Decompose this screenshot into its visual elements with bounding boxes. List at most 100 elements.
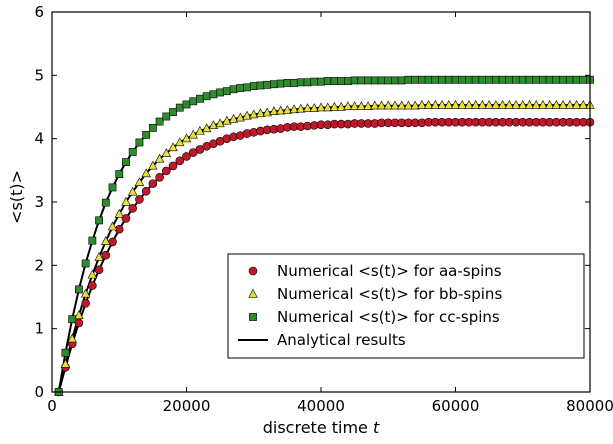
data-point: [74, 310, 84, 319]
data-point: [209, 90, 218, 99]
data-point: [81, 259, 90, 268]
data-point: [148, 160, 158, 170]
legend-marker-triangle: [248, 288, 258, 298]
data-point: [438, 75, 446, 84]
data-point: [195, 125, 205, 135]
data-point: [343, 77, 352, 85]
data-point: [202, 92, 211, 101]
data-point: [108, 183, 117, 192]
data-point: [512, 75, 520, 84]
data-point: [364, 76, 372, 85]
data-point: [228, 113, 239, 123]
data-point: [477, 99, 488, 109]
data-point: [127, 186, 138, 196]
data-point: [397, 76, 406, 85]
data-point: [558, 99, 568, 109]
data-point: [101, 250, 111, 260]
data-point: [336, 101, 346, 111]
x-tick-label: 0: [47, 397, 57, 415]
data-point: [270, 80, 278, 89]
data-point: [532, 75, 541, 84]
data-point: [376, 100, 387, 110]
data-point: [410, 100, 420, 110]
y-tick-label: 3: [34, 193, 44, 211]
legend: Numerical <s(t)> for aa-spins Numerical <…: [227, 253, 585, 359]
x-tick-label: 40000: [297, 397, 345, 415]
data-point: [539, 75, 547, 84]
data-point: [128, 148, 137, 156]
data-point: [75, 285, 83, 294]
data-point: [396, 100, 407, 110]
data-point: [391, 76, 399, 85]
data-point: [565, 75, 574, 84]
data-point: [484, 99, 494, 109]
data-point: [370, 100, 380, 110]
data-point: [290, 79, 298, 87]
data-point: [323, 102, 333, 112]
data-point: [81, 299, 90, 308]
x-tick-label: 60000: [432, 397, 480, 415]
data-point: [296, 103, 306, 113]
data-point: [417, 75, 426, 84]
data-point: [451, 75, 460, 84]
data-point: [141, 168, 151, 178]
data-point: [504, 99, 515, 109]
data-point: [559, 75, 567, 84]
data-point: [430, 99, 441, 109]
data-point: [317, 77, 325, 86]
data-point: [531, 99, 541, 109]
data-point: [275, 105, 286, 115]
data-point: [450, 99, 461, 109]
data-point: [303, 78, 312, 87]
data-point: [330, 77, 339, 85]
data-point: [545, 75, 554, 84]
data-point: [162, 166, 171, 176]
data-point: [182, 100, 191, 109]
data-point: [383, 100, 393, 110]
y-tick-label: 5: [34, 66, 44, 84]
data-point: [80, 288, 91, 298]
data-point: [148, 179, 158, 188]
legend-marker-square: [249, 313, 257, 321]
data-point: [417, 99, 427, 109]
legend-label: Numerical <s(t)> for bb-spins: [277, 285, 502, 303]
data-point: [94, 265, 104, 275]
data-point: [169, 108, 177, 116]
data-point: [215, 118, 225, 128]
data-point: [498, 75, 507, 84]
legend-label: Numerical <s(t)> for cc-spins: [277, 308, 500, 326]
data-point: [222, 87, 231, 96]
data-point: [552, 75, 561, 84]
data-point: [282, 105, 293, 114]
data-point: [431, 75, 440, 84]
data-point: [95, 216, 103, 225]
data-point: [363, 101, 373, 110]
data-point: [121, 214, 131, 223]
data-point: [101, 198, 110, 207]
data-point: [457, 99, 467, 109]
data-point: [289, 104, 299, 114]
legend-box: [227, 253, 585, 359]
data-point: [316, 102, 326, 112]
data-point: [182, 152, 191, 161]
data-point: [135, 195, 144, 204]
data-point: [458, 75, 467, 84]
legend-marker-circle: [248, 266, 258, 276]
data-point: [107, 221, 118, 231]
legend-label: Analytical results: [277, 331, 406, 349]
data-point: [175, 156, 185, 166]
x-tick-label: 80000: [566, 397, 613, 415]
y-tick-label: 6: [34, 3, 44, 21]
data-point: [67, 333, 77, 343]
data-point: [497, 99, 508, 109]
data-point: [243, 83, 251, 92]
x-axis-label-text: discrete time: [263, 418, 373, 437]
data-point: [565, 99, 575, 109]
data-point: [134, 177, 145, 186]
y-tick-label: 0: [34, 383, 44, 401]
data-point: [208, 120, 219, 129]
data-point: [524, 99, 535, 109]
data-point: [551, 99, 562, 109]
x-axis-label: discrete time t: [263, 418, 380, 437]
data-point: [142, 130, 151, 139]
